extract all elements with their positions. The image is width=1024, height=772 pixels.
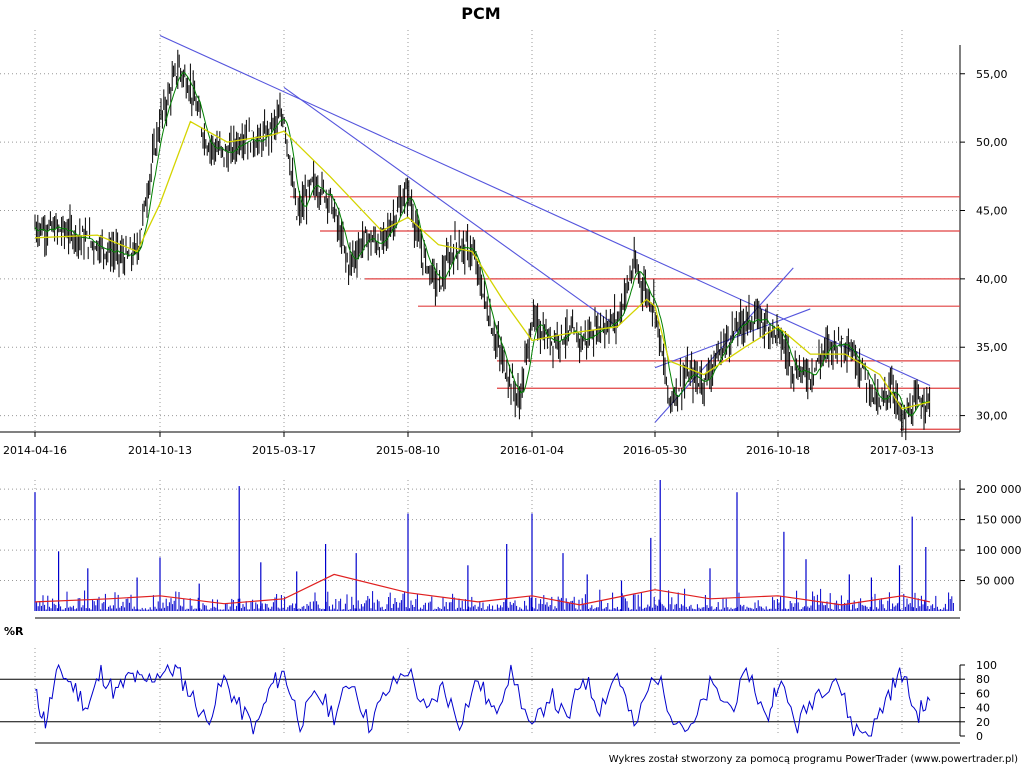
trendline [283, 86, 618, 328]
y-tick-label: 35,00 [976, 341, 1008, 354]
y-tick-label: 100 000 [976, 544, 1022, 557]
x-tick-label: 2015-03-17 [252, 444, 316, 457]
x-tick-label: 2014-04-16 [3, 444, 67, 457]
ma-fast-line [34, 72, 930, 416]
y-tick-label: 40,00 [976, 273, 1008, 286]
volume-ma-line [34, 573, 931, 606]
y-tick-label: 45,00 [976, 204, 1008, 217]
credit-text: Wykres został stworzony za pomocą progra… [609, 754, 1018, 765]
x-tick-label: 2016-01-04 [500, 444, 564, 457]
price-panel: 30,00 35,00 40,00 45,00 50,00 55,00 2014-04-16… [0, 30, 1008, 457]
y-tick-label: 200 000 [976, 483, 1022, 496]
x-tick-label: 2016-10-18 [746, 444, 810, 457]
y-tick-label: 0 [976, 730, 983, 743]
y-tick-label: 40 [976, 702, 990, 715]
y-tick-label: 55,00 [976, 68, 1008, 81]
y-tick-label: 150 000 [976, 514, 1022, 527]
volume-panel: 50 000 100 000 150 000 200 000 [0, 480, 1022, 619]
williams-r-line [34, 663, 931, 737]
y-tick-label: 50 000 [976, 575, 1015, 588]
y-tick-label: 50,00 [976, 136, 1008, 149]
y-tick-label: 60 [976, 687, 990, 700]
x-tick-label: 2016-05-30 [623, 444, 687, 457]
trendline [159, 34, 931, 387]
x-tick-label: 2015-08-10 [376, 444, 440, 457]
x-tick-label: 2017-03-13 [870, 444, 934, 457]
y-tick-label: 100 [976, 659, 997, 672]
y-tick-label: 20 [976, 716, 990, 729]
x-tick-label: 2014-10-13 [128, 444, 192, 457]
y-tick-label: 30,00 [976, 410, 1008, 423]
y-tick-label: 80 [976, 673, 990, 686]
ma-slow-line [34, 120, 931, 410]
chart-title: PCM [461, 4, 500, 23]
indicator-label: %R [4, 625, 24, 638]
